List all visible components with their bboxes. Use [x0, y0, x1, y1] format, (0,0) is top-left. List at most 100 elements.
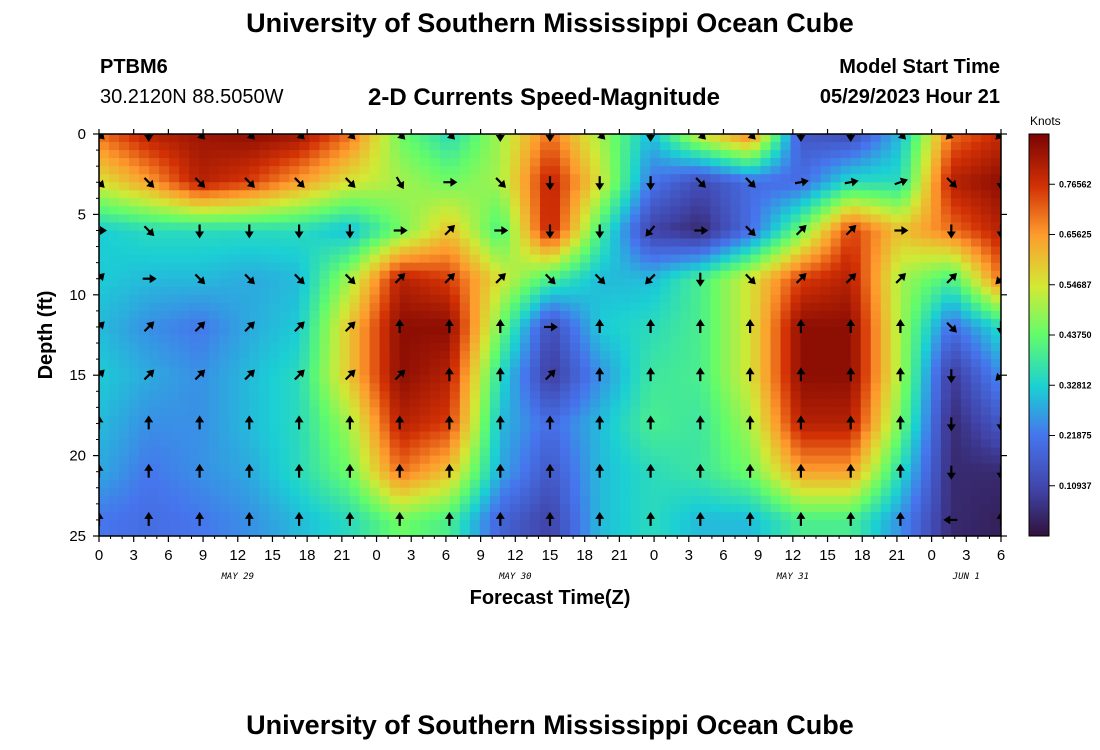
- heat-cell: [660, 134, 671, 143]
- heat-cell: [99, 439, 110, 449]
- heat-cell: [419, 527, 431, 536]
- heat-cell: [950, 519, 962, 529]
- heat-cell: [399, 479, 411, 489]
- heat-cell: [880, 182, 892, 191]
- heat-cell: [700, 254, 711, 264]
- heat-cell: [990, 351, 1001, 360]
- heat-cell: [770, 270, 782, 280]
- heat-cell: [920, 214, 932, 224]
- heat-cell: [790, 415, 802, 425]
- heat-cell: [489, 158, 501, 167]
- heat-cell: [129, 150, 140, 159]
- heat-cell: [930, 471, 942, 481]
- heat-cell: [730, 487, 742, 497]
- heat-cell: [690, 471, 701, 481]
- heat-cell: [900, 134, 912, 143]
- heat-cell: [259, 495, 270, 505]
- heat-cell: [760, 182, 772, 191]
- heat-cell: [870, 254, 882, 264]
- heat-cell: [159, 375, 170, 384]
- heat-cell: [820, 318, 832, 328]
- heat-cell: [539, 375, 551, 384]
- current-arrow: [796, 415, 806, 430]
- heat-cell: [179, 415, 190, 425]
- heat-cell: [910, 166, 922, 175]
- heat-cell: [890, 198, 902, 207]
- heat-cell: [720, 359, 731, 368]
- heat-cell: [409, 230, 421, 240]
- heat-cell: [860, 455, 872, 465]
- heat-cell: [179, 214, 190, 224]
- heat-cell: [800, 286, 812, 296]
- heat-cell: [289, 222, 301, 232]
- heat-cell: [449, 318, 461, 328]
- heat-cell: [469, 351, 481, 360]
- heat-cell: [229, 527, 240, 536]
- heat-cell: [529, 519, 541, 529]
- heat-cell: [980, 471, 992, 481]
- heat-cell: [149, 479, 160, 489]
- heat-cell: [580, 415, 591, 425]
- heat-cell: [419, 343, 431, 352]
- heat-cell: [329, 479, 341, 489]
- heat-cell: [600, 246, 611, 256]
- heat-cell: [790, 439, 802, 449]
- x-tick-label: 15: [542, 547, 559, 564]
- heat-cell: [900, 174, 912, 183]
- heat-cell: [570, 399, 581, 408]
- heat-cell: [890, 439, 902, 449]
- heat-cell: [279, 495, 291, 505]
- heat-cell: [499, 134, 511, 143]
- x-tick-label: 3: [685, 547, 693, 564]
- heat-cell: [590, 134, 601, 143]
- heat-cell: [429, 479, 441, 489]
- heat-cell: [309, 190, 321, 199]
- heat-cell: [830, 326, 842, 336]
- heat-cell: [600, 471, 611, 481]
- heat-cell: [219, 335, 230, 344]
- heat-cell: [399, 391, 411, 400]
- heat-cell: [379, 471, 391, 481]
- heat-cell: [820, 134, 832, 143]
- heat-cell: [890, 246, 902, 256]
- heat-cell: [459, 134, 471, 143]
- heat-cell: [389, 190, 401, 199]
- heat-cell: [449, 246, 461, 256]
- heat-cell: [229, 238, 240, 248]
- heat-cell: [479, 182, 491, 191]
- heat-cell: [880, 351, 892, 360]
- heat-cell: [259, 286, 270, 296]
- heat-cell: [820, 198, 832, 207]
- heat-cell: [850, 294, 862, 304]
- current-arrow: [495, 273, 506, 284]
- heat-cell: [529, 527, 541, 536]
- heat-cell: [399, 487, 411, 497]
- heat-cell: [550, 343, 561, 352]
- heat-cell: [720, 375, 731, 384]
- heat-cell: [229, 190, 240, 199]
- current-arrow: [996, 224, 1001, 239]
- heat-cell: [980, 455, 992, 465]
- heat-cell: [299, 294, 311, 304]
- current-arrow: [845, 224, 857, 236]
- heat-cell: [399, 302, 411, 312]
- heat-cell: [239, 503, 250, 513]
- heat-cell: [349, 262, 361, 272]
- heat-cell: [700, 166, 711, 175]
- heat-cell: [179, 142, 190, 151]
- heat-cell: [289, 503, 301, 513]
- current-arrow: [946, 417, 956, 432]
- heat-cell: [910, 214, 922, 224]
- heat-cell: [369, 503, 381, 513]
- heat-cell: [750, 214, 762, 224]
- heat-cell: [359, 487, 371, 497]
- heat-cell: [780, 343, 792, 352]
- heat-cell: [670, 407, 681, 416]
- heat-cell: [870, 158, 882, 167]
- heat-cell: [409, 222, 421, 232]
- heat-cell: [850, 318, 862, 328]
- heat-cell: [219, 286, 230, 296]
- heat-cell: [179, 254, 190, 264]
- heat-cell: [580, 439, 591, 449]
- heat-cell: [910, 294, 922, 304]
